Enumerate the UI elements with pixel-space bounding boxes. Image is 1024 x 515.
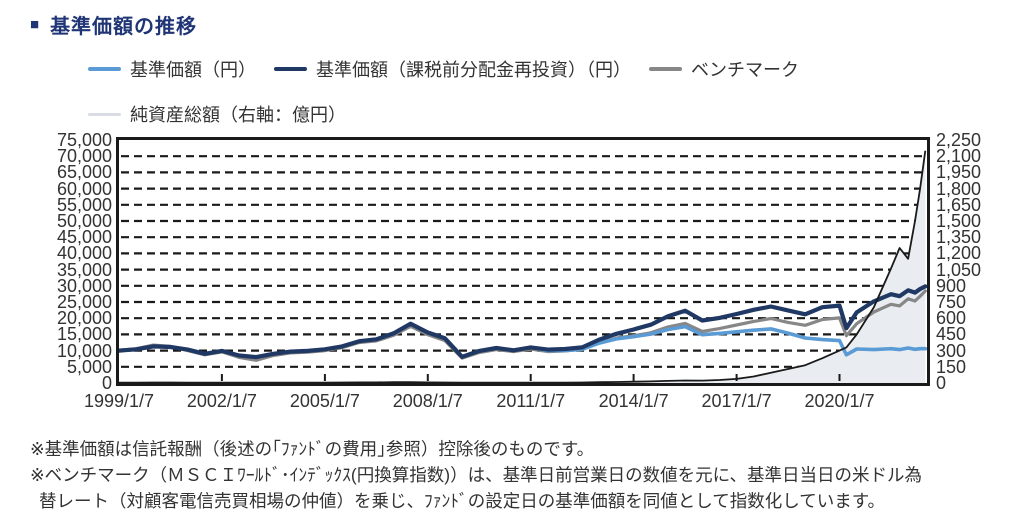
legend-label-net-assets: 純資産総額（右軸：億円） bbox=[130, 105, 346, 125]
y-left-axis-label: 35,000 bbox=[56, 259, 112, 280]
y-right-axis-label: 2,100 bbox=[936, 146, 982, 167]
legend-label-nav-reinvested: 基準価額（課税前分配金再投資）（円） bbox=[316, 60, 631, 80]
x-axis-label: 2002/1/7 bbox=[186, 391, 257, 411]
y-right-axis-label: 1,800 bbox=[936, 178, 982, 199]
legend-line-nav-icon bbox=[88, 67, 121, 71]
note-2: ※ベンチマーク（ＭＳＣＩﾜｰﾙﾄﾞ･ｲﾝﾃﾞｯｸｽ(円換算指数)）は、基準日前営… bbox=[30, 465, 923, 485]
y-right-axis-label: 1,350 bbox=[936, 227, 982, 248]
legend-item-nav: 基準価額（円） bbox=[88, 56, 256, 82]
y-left-axis-label: 30,000 bbox=[56, 275, 112, 296]
section-title: ■ 基準価額の推移 bbox=[30, 10, 197, 39]
legend-row-1: 基準価額（円） 基準価額（課税前分配金再投資）（円） ベンチマーク bbox=[88, 56, 817, 82]
y-left-axis-label: 0 bbox=[101, 373, 112, 393]
y-left-axis-label: 40,000 bbox=[56, 243, 112, 264]
y-right-axis-label: 150 bbox=[936, 356, 967, 377]
y-left-axis-label: 50,000 bbox=[56, 211, 112, 231]
y-right-axis-label: 1,500 bbox=[936, 211, 982, 231]
y-left-axis-label: 10,000 bbox=[56, 340, 112, 361]
y-right-axis-label: 1,950 bbox=[936, 162, 982, 183]
y-right-axis-label: 450 bbox=[936, 324, 967, 345]
y-right-axis-label: 1,650 bbox=[936, 194, 982, 215]
x-axis-label: 2017/1/7 bbox=[701, 391, 772, 411]
y-right-axis-label: 900 bbox=[936, 275, 967, 296]
legend-item-net-assets: 純資産総額（右軸：億円） bbox=[88, 101, 346, 127]
legend-item-nav-reinvested: 基準価額（課税前分配金再投資）（円） bbox=[274, 56, 631, 82]
legend-label-nav: 基準価額（円） bbox=[130, 60, 256, 80]
x-axis-label: 2005/1/7 bbox=[289, 391, 360, 411]
chart-legend: 基準価額（円） 基準価額（課税前分配金再投資）（円） ベンチマーク 純資産総額（… bbox=[88, 56, 817, 146]
x-axis-label: 2020/1/7 bbox=[804, 391, 875, 411]
y-left-axis-label: 60,000 bbox=[56, 178, 112, 199]
x-axis-label: 2011/1/7 bbox=[496, 391, 566, 411]
y-right-axis-label: 0 bbox=[936, 373, 947, 393]
y-left-axis-label: 15,000 bbox=[56, 324, 112, 345]
y-right-axis-label: 300 bbox=[936, 340, 967, 361]
y-left-axis-label: 55,000 bbox=[56, 194, 112, 215]
y-right-axis-label: 2,250 bbox=[936, 130, 982, 150]
y-left-axis-label: 70,000 bbox=[56, 146, 112, 167]
y-right-axis-label: 1,200 bbox=[936, 243, 982, 264]
legend-line-net-assets-icon bbox=[88, 112, 121, 116]
y-left-axis-label: 75,000 bbox=[56, 130, 112, 150]
y-right-axis-label: 750 bbox=[936, 292, 967, 312]
legend-item-benchmark: ベンチマーク bbox=[649, 56, 799, 82]
y-right-axis-label: 1,050 bbox=[936, 259, 982, 280]
note-1: ※基準価額は信託報酬（後述の｢ﾌｧﾝﾄﾞの費用｣参照）控除後のものです。 bbox=[30, 439, 595, 459]
x-axis-label: 1999/1/7 bbox=[83, 391, 155, 411]
footnotes: ※基準価額は信託報酬（後述の｢ﾌｧﾝﾄﾞの費用｣参照）控除後のものです。 ※ベン… bbox=[30, 436, 1010, 514]
y-left-axis-label: 20,000 bbox=[56, 308, 112, 329]
legend-line-nav-reinvested-icon bbox=[274, 67, 307, 71]
legend-line-benchmark-icon bbox=[649, 67, 682, 71]
y-left-axis-label: 45,000 bbox=[56, 227, 112, 248]
title-bullet-icon: ■ bbox=[30, 15, 41, 33]
y-left-axis-label: 65,000 bbox=[56, 162, 112, 183]
y-right-axis-label: 600 bbox=[936, 308, 967, 329]
legend-label-benchmark: ベンチマーク bbox=[691, 60, 799, 80]
section-title-text: 基準価額の推移 bbox=[50, 16, 198, 38]
x-axis-label: 2008/1/7 bbox=[392, 391, 463, 411]
x-axis-label: 2014/1/7 bbox=[598, 391, 669, 411]
note-3: 替レート（対顧客電信売買相場の仲値）を乗じ、ﾌｧﾝﾄﾞの設定日の基準価額を同値と… bbox=[39, 491, 885, 511]
legend-row-2: 純資産総額（右軸：億円） bbox=[88, 101, 817, 127]
y-left-axis-label: 25,000 bbox=[56, 292, 112, 312]
y-left-axis-label: 5,000 bbox=[66, 356, 112, 377]
